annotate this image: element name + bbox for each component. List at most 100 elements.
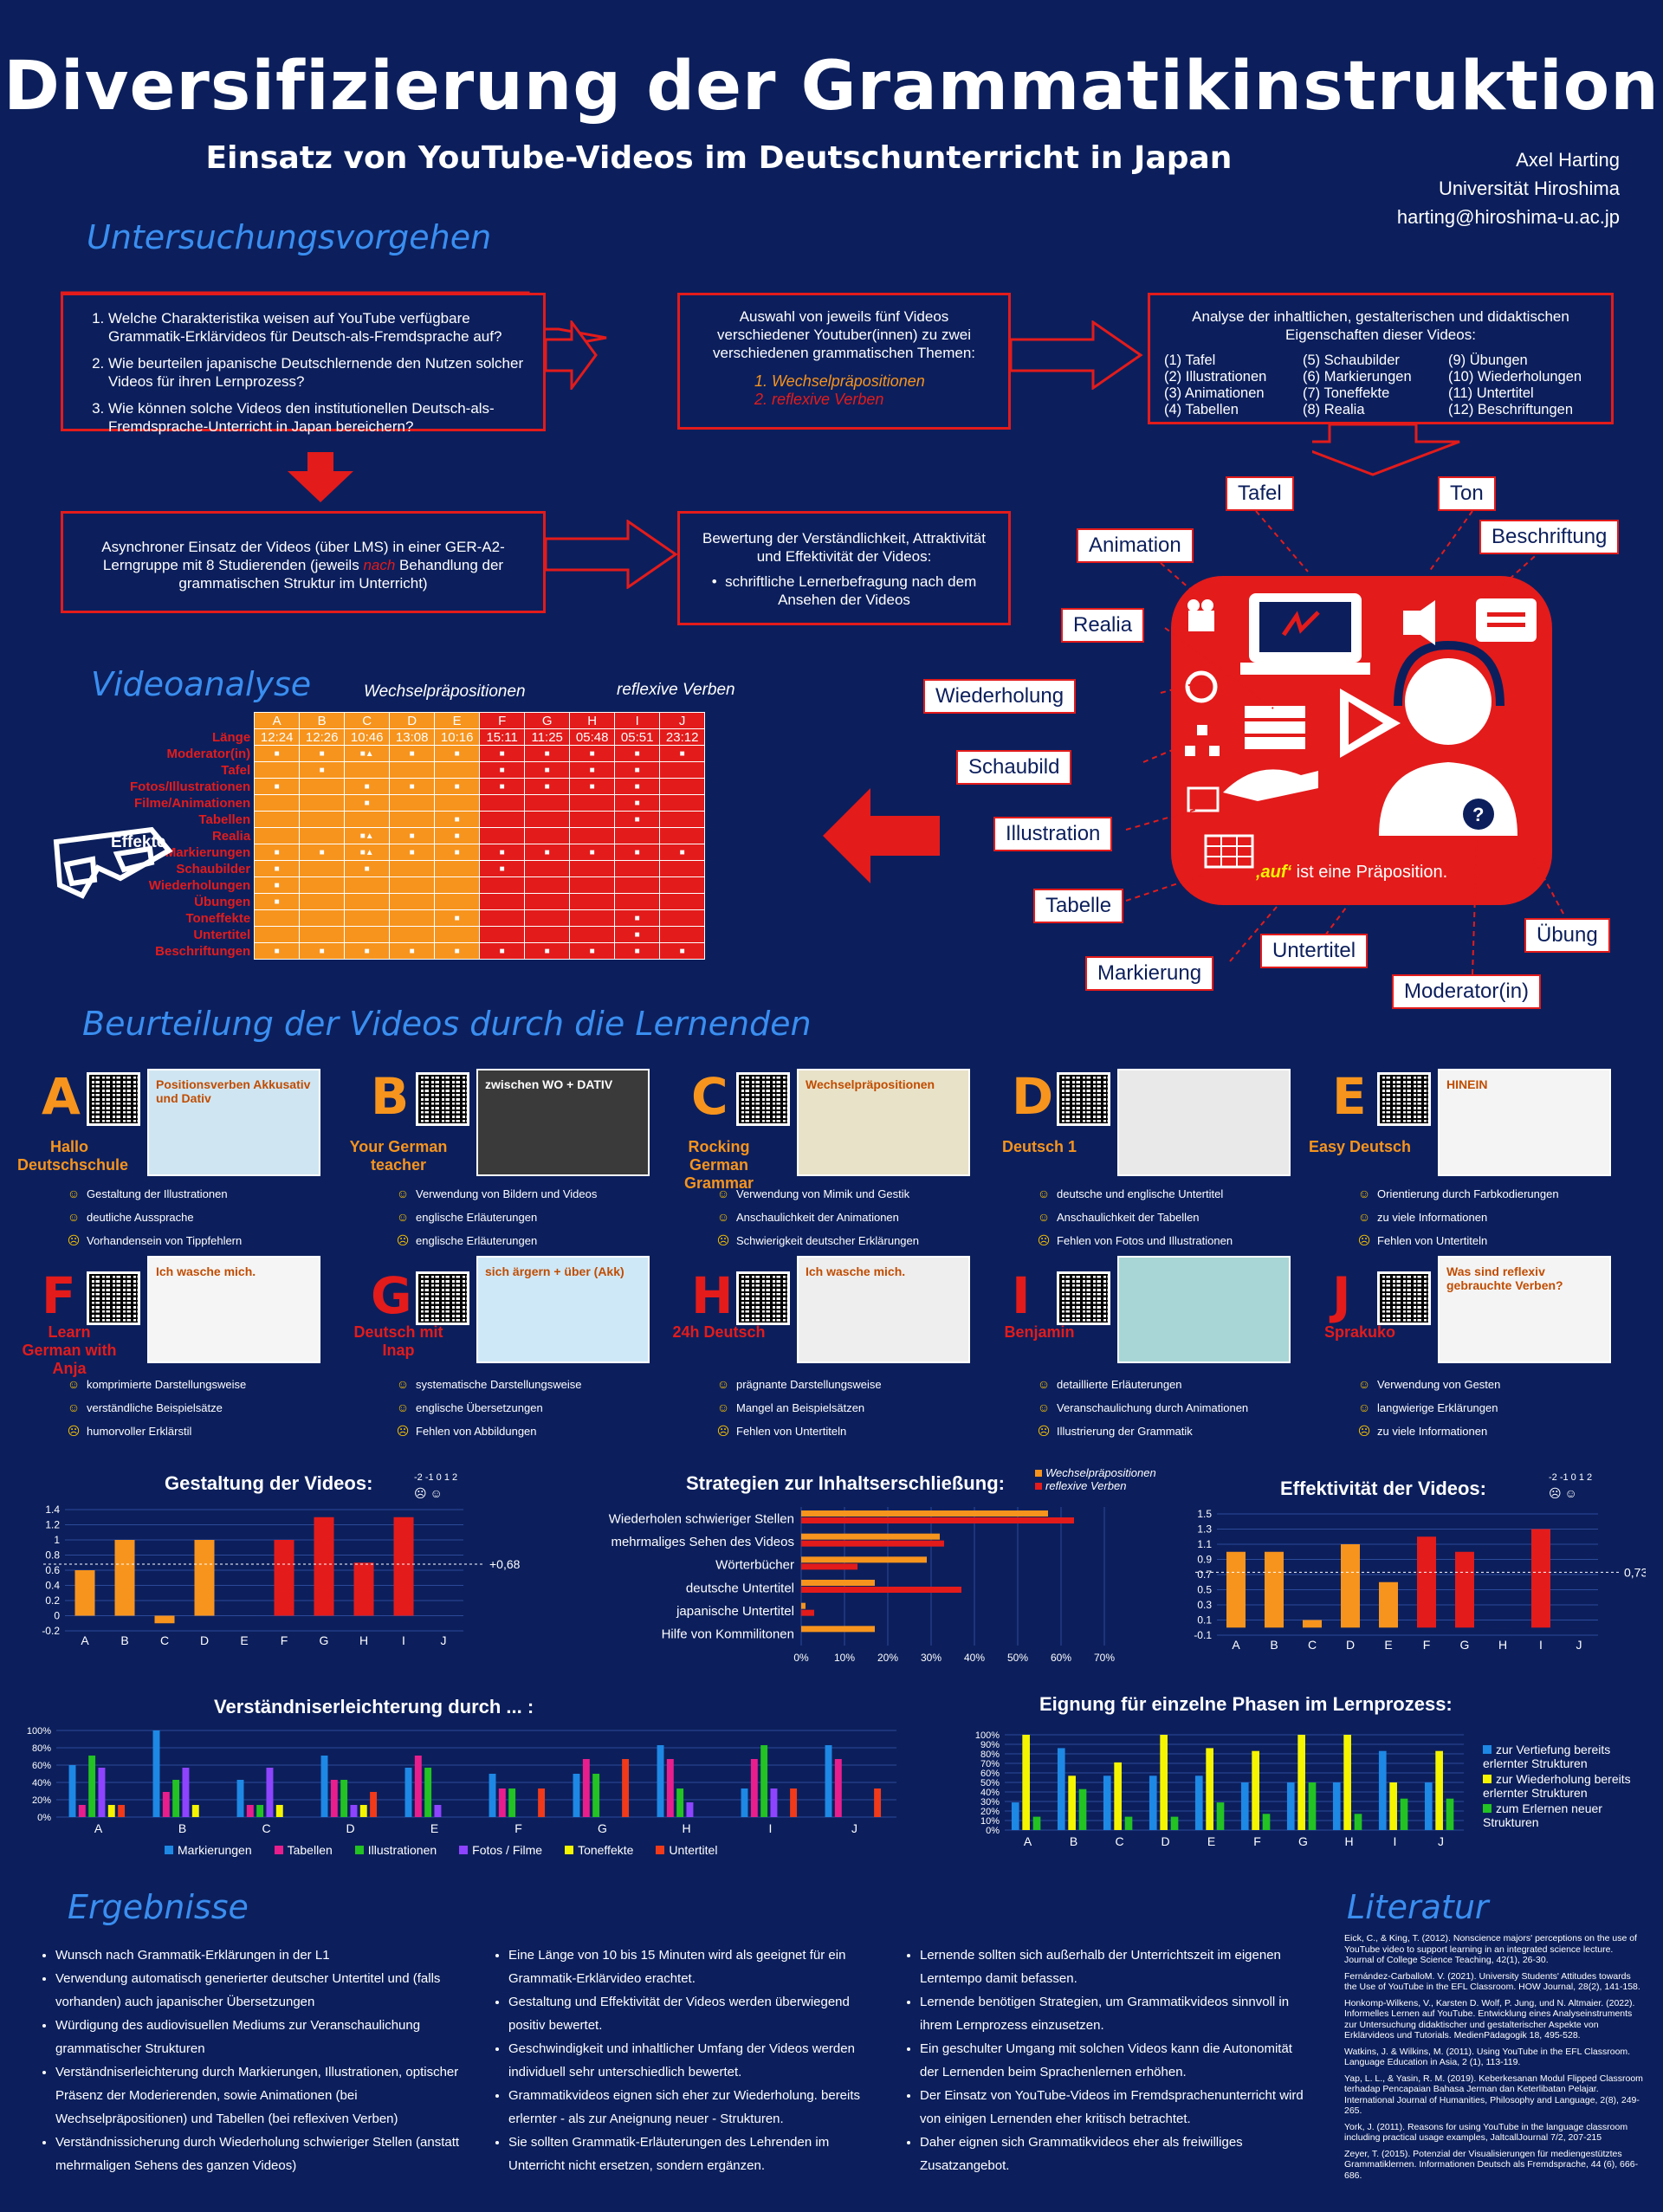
video-letter: A <box>42 1067 81 1126</box>
analysis-item: (3) Animationen <box>1164 385 1265 401</box>
y-tick-label: 0.9 <box>1197 1554 1212 1566</box>
arrow-left-big <box>823 788 940 883</box>
table-cell: ■ <box>389 827 436 844</box>
happy-face-icon: ☺ <box>1357 1400 1371 1414</box>
bar <box>1435 1750 1443 1830</box>
category-label: mehrmaliges Sehen des Videos <box>611 1535 794 1549</box>
bar <box>1114 1762 1122 1830</box>
y-tick-label: 100% <box>975 1730 1000 1741</box>
table-cell: ■ <box>614 761 661 779</box>
qr-code-icon[interactable] <box>87 1271 140 1325</box>
video-thumbnail[interactable]: Ich wasche mich. <box>147 1256 320 1363</box>
x-tick-label: J <box>441 1633 447 1646</box>
table-row: Realia ■▲ ■ ■ <box>130 827 706 844</box>
row-label: Schaubilder <box>130 860 255 877</box>
qr-code-icon[interactable] <box>416 1072 469 1126</box>
result-item: Verständnissicherung durch Wiederholung … <box>55 2131 469 2177</box>
happy-face-icon: ☺ <box>716 1187 730 1200</box>
table-cell <box>524 860 571 877</box>
x-tick-label: B <box>178 1821 186 1835</box>
analysis-item: (2) Illustrationen <box>1164 369 1267 385</box>
bar <box>1252 1750 1259 1830</box>
video-thumbnail[interactable]: Positionsverben Akkusativ und Dativ <box>147 1069 320 1176</box>
comment-text: Orientierung durch Farbkodierungen <box>1377 1187 1559 1200</box>
happy-face-icon: ☺ <box>1357 1377 1371 1391</box>
video-analysis-table: A B C D E F G H I J Länge 12:24 12:26 10:46 13:08 10:16… <box>130 712 706 960</box>
sad-face-icon: ☹ <box>396 1233 410 1247</box>
evaluation-box: Bewertung der Verständlichkeit, Attrakti… <box>677 511 1011 625</box>
analysis-title: Analyse der inhaltlichen, gestalterische… <box>1192 308 1569 343</box>
bar <box>1149 1775 1157 1830</box>
bar <box>1286 1782 1295 1830</box>
chart5-legend: zur Vertiefung bereits erlernter Struktu… <box>1483 1743 1656 1831</box>
x-tick-label: D <box>1161 1834 1169 1848</box>
table-cell: ■ <box>614 926 661 943</box>
table-cell <box>254 909 301 927</box>
qr-code-icon[interactable] <box>87 1072 140 1126</box>
section-literatur: Literatur <box>1347 1888 1489 1926</box>
legend-swatch <box>1483 1775 1492 1783</box>
arrow-right-1 <box>546 320 598 390</box>
y-tick-label: 1.1 <box>1197 1538 1212 1550</box>
thumbnail-text <box>1119 1070 1289 1084</box>
analysis-item: (10) Wiederholungen <box>1448 369 1582 385</box>
happy-face-icon: ☺ <box>67 1400 81 1414</box>
table-row: Tafel ■ ■ ■ ■ ■ <box>130 761 706 779</box>
video-thumbnail[interactable]: Wechselpräpositionen <box>797 1069 970 1176</box>
table-cell <box>569 860 616 877</box>
comment-text: deutsche und englische Untertitel <box>1057 1187 1224 1200</box>
qr-code-icon[interactable] <box>1057 1072 1110 1126</box>
qr-code-icon[interactable] <box>1377 1271 1431 1325</box>
qr-code-icon[interactable] <box>416 1271 469 1325</box>
x-tick-label: G <box>320 1633 329 1646</box>
literature-item: Fernández-CarballoM. V. (2021). Universi… <box>1344 1970 1640 1993</box>
video-card: I Benjamin ☺ detaillierte Erläuterungen ☺ Ver… <box>987 1256 1308 1455</box>
qr-code-icon[interactable] <box>736 1271 790 1325</box>
legend-item: zum Erlernen neuer Strukturen <box>1483 1801 1656 1829</box>
bar <box>801 1510 1048 1517</box>
y-tick-label: 1.2 <box>45 1519 60 1531</box>
video-thumbnail[interactable]: zwischen WO + DATIV <box>476 1069 650 1176</box>
video-thumbnail[interactable]: HINEIN <box>1438 1069 1611 1176</box>
video-thumbnail[interactable]: Was sind reflexiv gebrauchte Verben? <box>1438 1256 1611 1363</box>
x-tick-label: I <box>402 1633 405 1646</box>
qr-code-icon[interactable] <box>1377 1072 1431 1126</box>
table-cell: ■ <box>344 942 391 960</box>
comment-text: prägnante Darstellungsweise <box>736 1378 882 1391</box>
video-thumbnail[interactable] <box>1117 1069 1291 1176</box>
table-cell: ■ <box>479 745 526 762</box>
comment-text: Schwierigkeit deutscher Erklärungen <box>736 1234 919 1247</box>
sad-face-icon: ☹ <box>396 1424 410 1438</box>
legend-item: zur Vertiefung bereits erlernter Struktu… <box>1483 1743 1656 1770</box>
y-tick-label: 80% <box>32 1743 51 1754</box>
bar <box>573 1774 580 1817</box>
video-comments: ☺ Gestaltung der Illustrationen ☺ deutliche… <box>66 1182 343 1252</box>
comment-item: ☺ prägnante Darstellungsweise <box>715 1373 993 1396</box>
video-thumbnail[interactable]: sich ärgern + über (Akk) <box>476 1256 650 1363</box>
author-email[interactable]: harting@hiroshima-u.ac.jp <box>1396 206 1620 228</box>
bar <box>1194 1775 1203 1830</box>
y-tick-label: 0% <box>986 1826 1000 1836</box>
video-thumbnail[interactable]: Ich wasche mich. <box>797 1256 970 1363</box>
qr-code-icon[interactable] <box>1057 1271 1110 1325</box>
video-channel-name: Sprakuko <box>1323 1323 1396 1341</box>
table-cell: 15:11 <box>479 728 526 746</box>
legend-item-reflexiv: reflexive Verben <box>1035 1479 1156 1492</box>
table-col-header: G <box>524 712 571 729</box>
legend-label: reflexive Verben <box>1045 1479 1127 1492</box>
comment-text: komprimierte Darstellungsweise <box>87 1378 247 1391</box>
legend-label: Wechselpräpositionen <box>1045 1466 1156 1479</box>
table-cell: ■ <box>524 745 571 762</box>
sad-face-icon: ☹ <box>716 1233 730 1247</box>
table-cell <box>344 893 391 910</box>
x-tick-label: 70% <box>1094 1652 1115 1664</box>
video-thumbnail[interactable] <box>1117 1256 1291 1363</box>
happy-face-icon: ☺ <box>1037 1187 1051 1200</box>
label-animation: Animation <box>1077 528 1194 563</box>
happy-face-icon: ☺ <box>716 1210 730 1224</box>
comment-text: zu viele Informationen <box>1377 1211 1488 1224</box>
bar <box>194 1540 215 1616</box>
qr-code-icon[interactable] <box>736 1072 790 1126</box>
table-cell: ■ <box>254 778 301 795</box>
legend-item: Fotos / Filme <box>459 1843 542 1857</box>
